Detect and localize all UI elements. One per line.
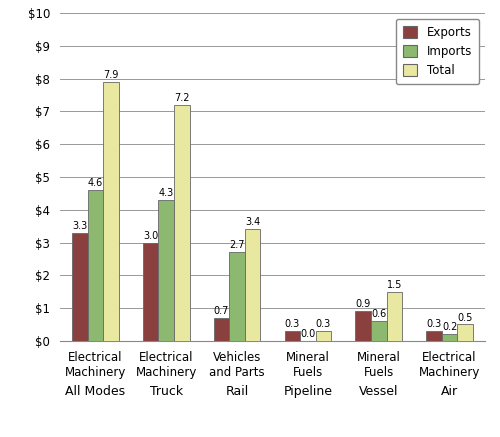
Bar (72, 233, 88, 341)
Text: 7.9: 7.9 (104, 70, 118, 80)
Text: 0.7: 0.7 (214, 306, 229, 316)
Text: 4.6: 4.6 (88, 178, 103, 188)
Text: 0.5: 0.5 (458, 312, 473, 323)
Bar (284, 331, 300, 341)
Text: 1.5: 1.5 (386, 280, 402, 290)
Text: 0.3: 0.3 (316, 319, 331, 329)
Bar (230, 253, 245, 341)
Text: 3.3: 3.3 (72, 221, 88, 231)
Text: 2.7: 2.7 (230, 240, 245, 250)
Text: 0.2: 0.2 (442, 323, 458, 333)
Text: Air: Air (441, 385, 458, 398)
Bar (245, 229, 260, 341)
Text: Truck: Truck (150, 385, 183, 398)
Bar (371, 321, 386, 341)
Text: Rail: Rail (226, 385, 248, 398)
Bar (103, 82, 119, 341)
Bar (174, 105, 190, 341)
Bar (143, 243, 158, 341)
Legend: Exports, Imports, Total: Exports, Imports, Total (396, 19, 479, 84)
Text: 0.3: 0.3 (284, 319, 300, 329)
Bar (442, 334, 458, 341)
Bar (214, 318, 230, 341)
Text: 0.3: 0.3 (426, 319, 442, 329)
Text: 3.4: 3.4 (245, 218, 260, 227)
Bar (426, 331, 442, 341)
Text: 0.9: 0.9 (356, 299, 371, 309)
Text: 3.0: 3.0 (143, 231, 158, 240)
Text: All Modes: All Modes (66, 385, 126, 398)
Bar (88, 190, 103, 341)
Bar (316, 331, 332, 341)
Text: Vessel: Vessel (359, 385, 399, 398)
Text: Pipeline: Pipeline (284, 385, 333, 398)
Text: 0.6: 0.6 (371, 309, 386, 319)
Text: 0.0: 0.0 (300, 329, 316, 339)
Bar (356, 311, 371, 341)
Bar (386, 292, 402, 341)
Bar (158, 200, 174, 341)
Text: 4.3: 4.3 (158, 188, 174, 198)
Text: 7.2: 7.2 (174, 93, 190, 103)
Bar (458, 324, 473, 341)
